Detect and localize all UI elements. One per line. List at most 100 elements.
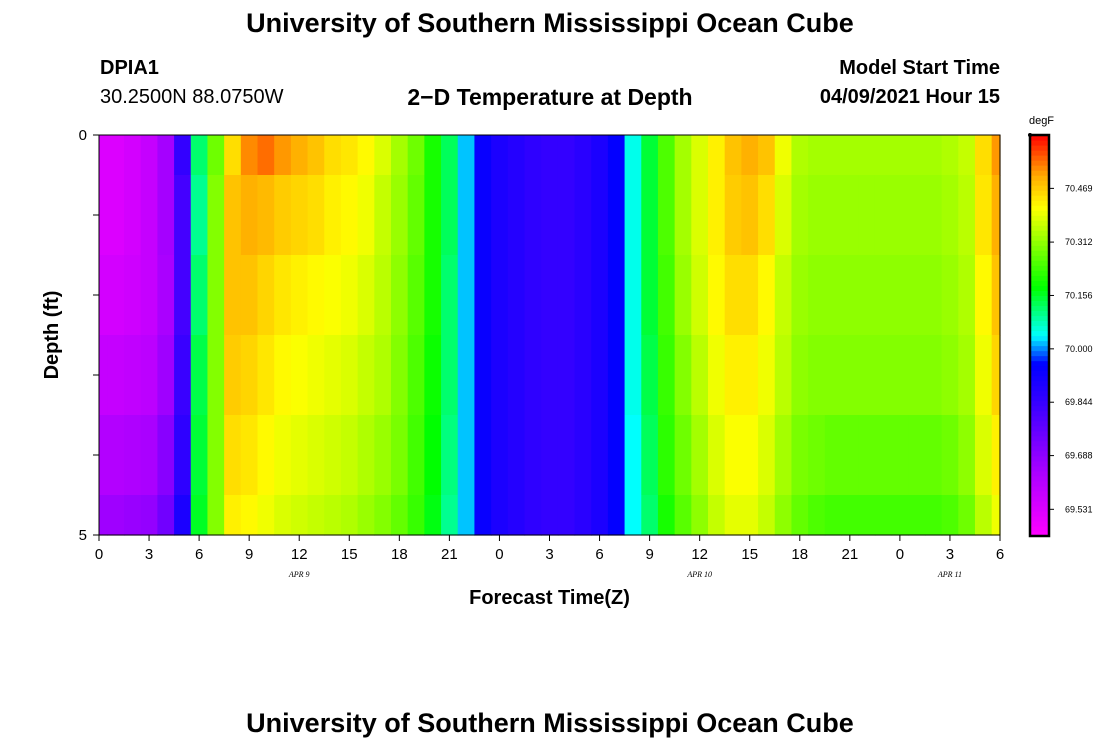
heatmap-cell [457, 255, 476, 336]
heatmap-cell [124, 175, 142, 256]
heatmap-cell [808, 335, 826, 416]
colorbar-tick-label: 70.312 [1065, 237, 1093, 247]
heatmap-cell [974, 495, 993, 536]
heatmap-cell [858, 135, 876, 176]
heatmap-cell [140, 335, 158, 416]
colorbar-tick-label: 70.469 [1065, 183, 1093, 193]
heatmap-cell [841, 175, 859, 256]
heatmap-cell [958, 335, 976, 416]
heatmap-cell [541, 255, 559, 336]
heatmap-cell [824, 495, 843, 536]
colorbar-tick-label: 69.688 [1065, 451, 1093, 461]
heatmap-cell [441, 135, 459, 176]
colorbar-segment [1030, 195, 1049, 201]
heatmap-cell [140, 175, 158, 256]
heatmap-cell [758, 335, 776, 416]
heatmap-cell [340, 135, 359, 176]
heatmap-cell [974, 335, 993, 416]
heatmap-cell [841, 415, 859, 496]
heatmap-cell [591, 415, 609, 496]
heatmap-cell [124, 495, 142, 536]
heatmap-cell [474, 135, 492, 176]
heatmap-cell [357, 255, 375, 336]
heatmap-cell [424, 495, 442, 536]
heatmap-cell [491, 255, 509, 336]
heatmap-cell [941, 135, 959, 176]
colorbar-segment [1030, 355, 1049, 362]
heatmap-cell [491, 495, 509, 536]
heatmap-cell [791, 335, 809, 416]
colorbar-segment [1030, 385, 1049, 392]
heatmap-cell [874, 415, 893, 496]
heatmap-cell [207, 415, 225, 496]
colorbar-segment [1030, 145, 1049, 151]
heatmap-cell [958, 495, 976, 536]
heatmap-cell [457, 175, 476, 256]
heatmap-cell [908, 255, 926, 336]
heatmap-cell [524, 495, 542, 536]
colorbar-segment [1030, 215, 1049, 221]
heatmap-cell [741, 495, 759, 536]
heatmap-cell [207, 175, 225, 256]
heatmap-cell [424, 415, 442, 496]
colorbar-segment [1030, 300, 1049, 307]
heatmap-cell [107, 135, 125, 176]
colorbar-segment [1030, 360, 1049, 367]
heatmap-cell [157, 135, 175, 176]
heatmap-cell [441, 175, 459, 256]
colorbar-segment [1030, 280, 1049, 286]
heatmap-cell [290, 415, 309, 496]
colorbar-segment [1030, 345, 1049, 352]
heatmap-cell [858, 255, 876, 336]
heatmap-cell [858, 495, 876, 536]
heatmap-cell [641, 335, 659, 416]
colorbar-tick-label: 70.000 [1065, 344, 1093, 354]
top-title: University of Southern Mississippi Ocean… [246, 8, 854, 38]
heatmap-cell [724, 255, 742, 336]
heatmap-cell [190, 495, 209, 536]
heatmap-cell [708, 335, 726, 416]
colorbar-segment [1030, 170, 1049, 176]
heatmap-cell [941, 255, 959, 336]
colorbar-segment [1030, 470, 1049, 477]
heatmap-cell [691, 335, 709, 416]
heatmap-cell [290, 255, 309, 336]
colorbar-segment [1030, 165, 1049, 171]
heatmap-cell [708, 255, 726, 336]
heatmap-cell [357, 415, 375, 496]
heatmap-cell [591, 255, 609, 336]
heatmap-cell [274, 495, 292, 536]
heatmap-cell [357, 135, 375, 176]
heatmap-cell [908, 175, 926, 256]
heatmap-cell [557, 135, 576, 176]
heatmap-cell [324, 335, 342, 416]
heatmap-cell [207, 335, 225, 416]
colorbar-segment [1030, 335, 1049, 342]
heatmap-cell [340, 495, 359, 536]
heatmap-cell [774, 415, 793, 496]
heatmap-cell [824, 415, 843, 496]
x-tick-label: 21 [841, 546, 858, 563]
heatmap-cell [724, 135, 742, 176]
heatmap-cell [724, 175, 742, 256]
heatmap-cell [541, 415, 559, 496]
heatmap-cell [874, 335, 893, 416]
heatmap-cell [641, 415, 659, 496]
heatmap-cell [307, 335, 325, 416]
colorbar-segment [1030, 420, 1049, 427]
heatmap-cell [507, 415, 526, 496]
heatmap-cell [407, 175, 425, 256]
heatmap-cell [691, 255, 709, 336]
heatmap-cell [457, 135, 476, 176]
colorbar-segment [1030, 315, 1049, 322]
heatmap-cell [390, 255, 409, 336]
colorbar-segment [1030, 180, 1049, 186]
heatmap-cell [424, 335, 442, 416]
heatmap-cell [657, 175, 676, 256]
x-tick-label: 0 [896, 546, 904, 563]
heatmap-cell [99, 335, 108, 416]
heatmap-cell [891, 135, 909, 176]
heatmap-cell [340, 415, 359, 496]
colorbar-segment [1030, 395, 1049, 402]
heatmap-cell [107, 415, 125, 496]
